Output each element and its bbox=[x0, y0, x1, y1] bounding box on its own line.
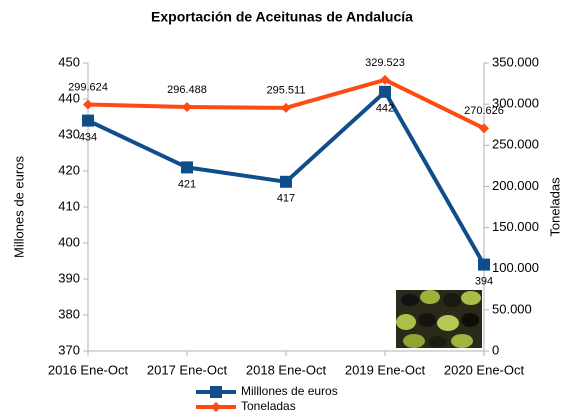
legend-marker bbox=[210, 386, 222, 398]
legend-label: Milllones de euros bbox=[241, 384, 338, 398]
y2-tick-label: 0 bbox=[492, 342, 499, 357]
y2-tick-label: 150.000 bbox=[492, 219, 539, 234]
legend-label: Toneladas bbox=[241, 399, 296, 413]
marker bbox=[379, 86, 391, 98]
y-tick-label: 400 bbox=[58, 234, 80, 249]
x-tick-label: 2017 Ene-Oct bbox=[147, 362, 228, 377]
y2-tick-label: 100.000 bbox=[492, 260, 539, 275]
chart-title: Exportación de Aceitunas de Andalucía bbox=[151, 9, 413, 25]
olive-image bbox=[396, 290, 482, 348]
marker bbox=[83, 99, 93, 109]
data-label: 329.523 bbox=[365, 57, 405, 69]
marker bbox=[478, 259, 490, 271]
y-tick-label: 410 bbox=[58, 198, 80, 213]
marker bbox=[280, 176, 292, 188]
y2-tick-label: 200.000 bbox=[492, 178, 539, 193]
data-label: 417 bbox=[277, 193, 295, 205]
chart: Exportación de Aceitunas de Andalucía Mi… bbox=[0, 0, 565, 416]
x-tick-label: 2018 Ene-Oct bbox=[246, 362, 327, 377]
marker bbox=[182, 102, 192, 112]
marker bbox=[181, 161, 193, 173]
y-tick-label: 380 bbox=[58, 306, 80, 321]
marker bbox=[82, 115, 94, 127]
data-label: 442 bbox=[376, 103, 394, 115]
y-tick-label: 390 bbox=[58, 270, 80, 285]
y-tick-label: 420 bbox=[58, 162, 80, 177]
y2-tick-label: 50.000 bbox=[492, 301, 532, 316]
y-tick-label: 430 bbox=[58, 126, 80, 141]
y2-tick-label: 250.000 bbox=[492, 137, 539, 152]
data-label: 299.624 bbox=[68, 81, 108, 93]
y2-axis-label: Toneladas bbox=[547, 177, 562, 237]
data-label: 296.488 bbox=[167, 84, 207, 96]
data-label: 270.626 bbox=[464, 105, 504, 117]
marker bbox=[281, 103, 291, 113]
data-label: 434 bbox=[79, 132, 97, 144]
x-tick-label: 2019 Ene-Oct bbox=[345, 362, 426, 377]
x-tick-label: 2020 Ene-Oct bbox=[444, 362, 525, 377]
data-label: 295.511 bbox=[267, 85, 306, 97]
y-tick-label: 370 bbox=[58, 342, 80, 357]
data-label: 421 bbox=[178, 178, 196, 190]
y2-tick-label: 350.000 bbox=[492, 54, 539, 69]
y-tick-label: 450 bbox=[58, 54, 80, 69]
y-axis-label: Millones de euros bbox=[11, 156, 26, 258]
x-tick-label: 2016 Ene-Oct bbox=[48, 362, 129, 377]
legend-marker bbox=[211, 402, 221, 412]
data-label: 394 bbox=[475, 276, 493, 288]
